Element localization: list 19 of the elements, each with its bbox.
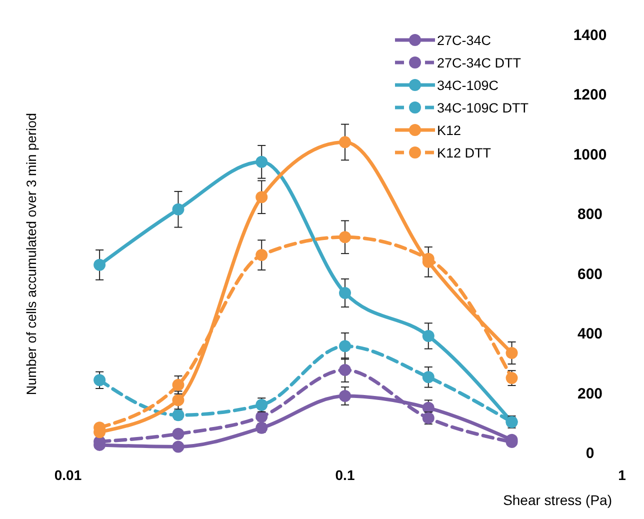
- y-tick-label: 600: [577, 266, 603, 283]
- y-tick-label: 1200: [573, 86, 607, 104]
- y-tick-label: 1400: [573, 27, 607, 44]
- y-tick-label: 400: [577, 326, 603, 343]
- legend-label: 34C-109C DTT: [437, 100, 529, 116]
- legend-label: K12 DTT: [437, 146, 492, 160]
- legend-label: 27C-34C: [437, 33, 492, 48]
- legend-label: 34C-109C: [437, 78, 499, 93]
- y-tick-label: 200: [577, 385, 603, 402]
- y-tick-label: 800: [577, 206, 603, 224]
- legend-label: 27C-34C DTT: [437, 56, 522, 70]
- y-tick-label: 0: [586, 445, 594, 462]
- x-tick-label: 0.01: [54, 467, 82, 483]
- y-tick-label: 1000: [573, 146, 607, 164]
- x-tick-label: 0.1: [335, 467, 355, 483]
- y-axis-title: Number of cells accumulated over 3 min period: [24, 112, 39, 396]
- x-tick-label: 1: [618, 467, 626, 483]
- legend-label: K12: [437, 123, 462, 138]
- x-axis-title: Shear stress (Pa): [503, 492, 612, 508]
